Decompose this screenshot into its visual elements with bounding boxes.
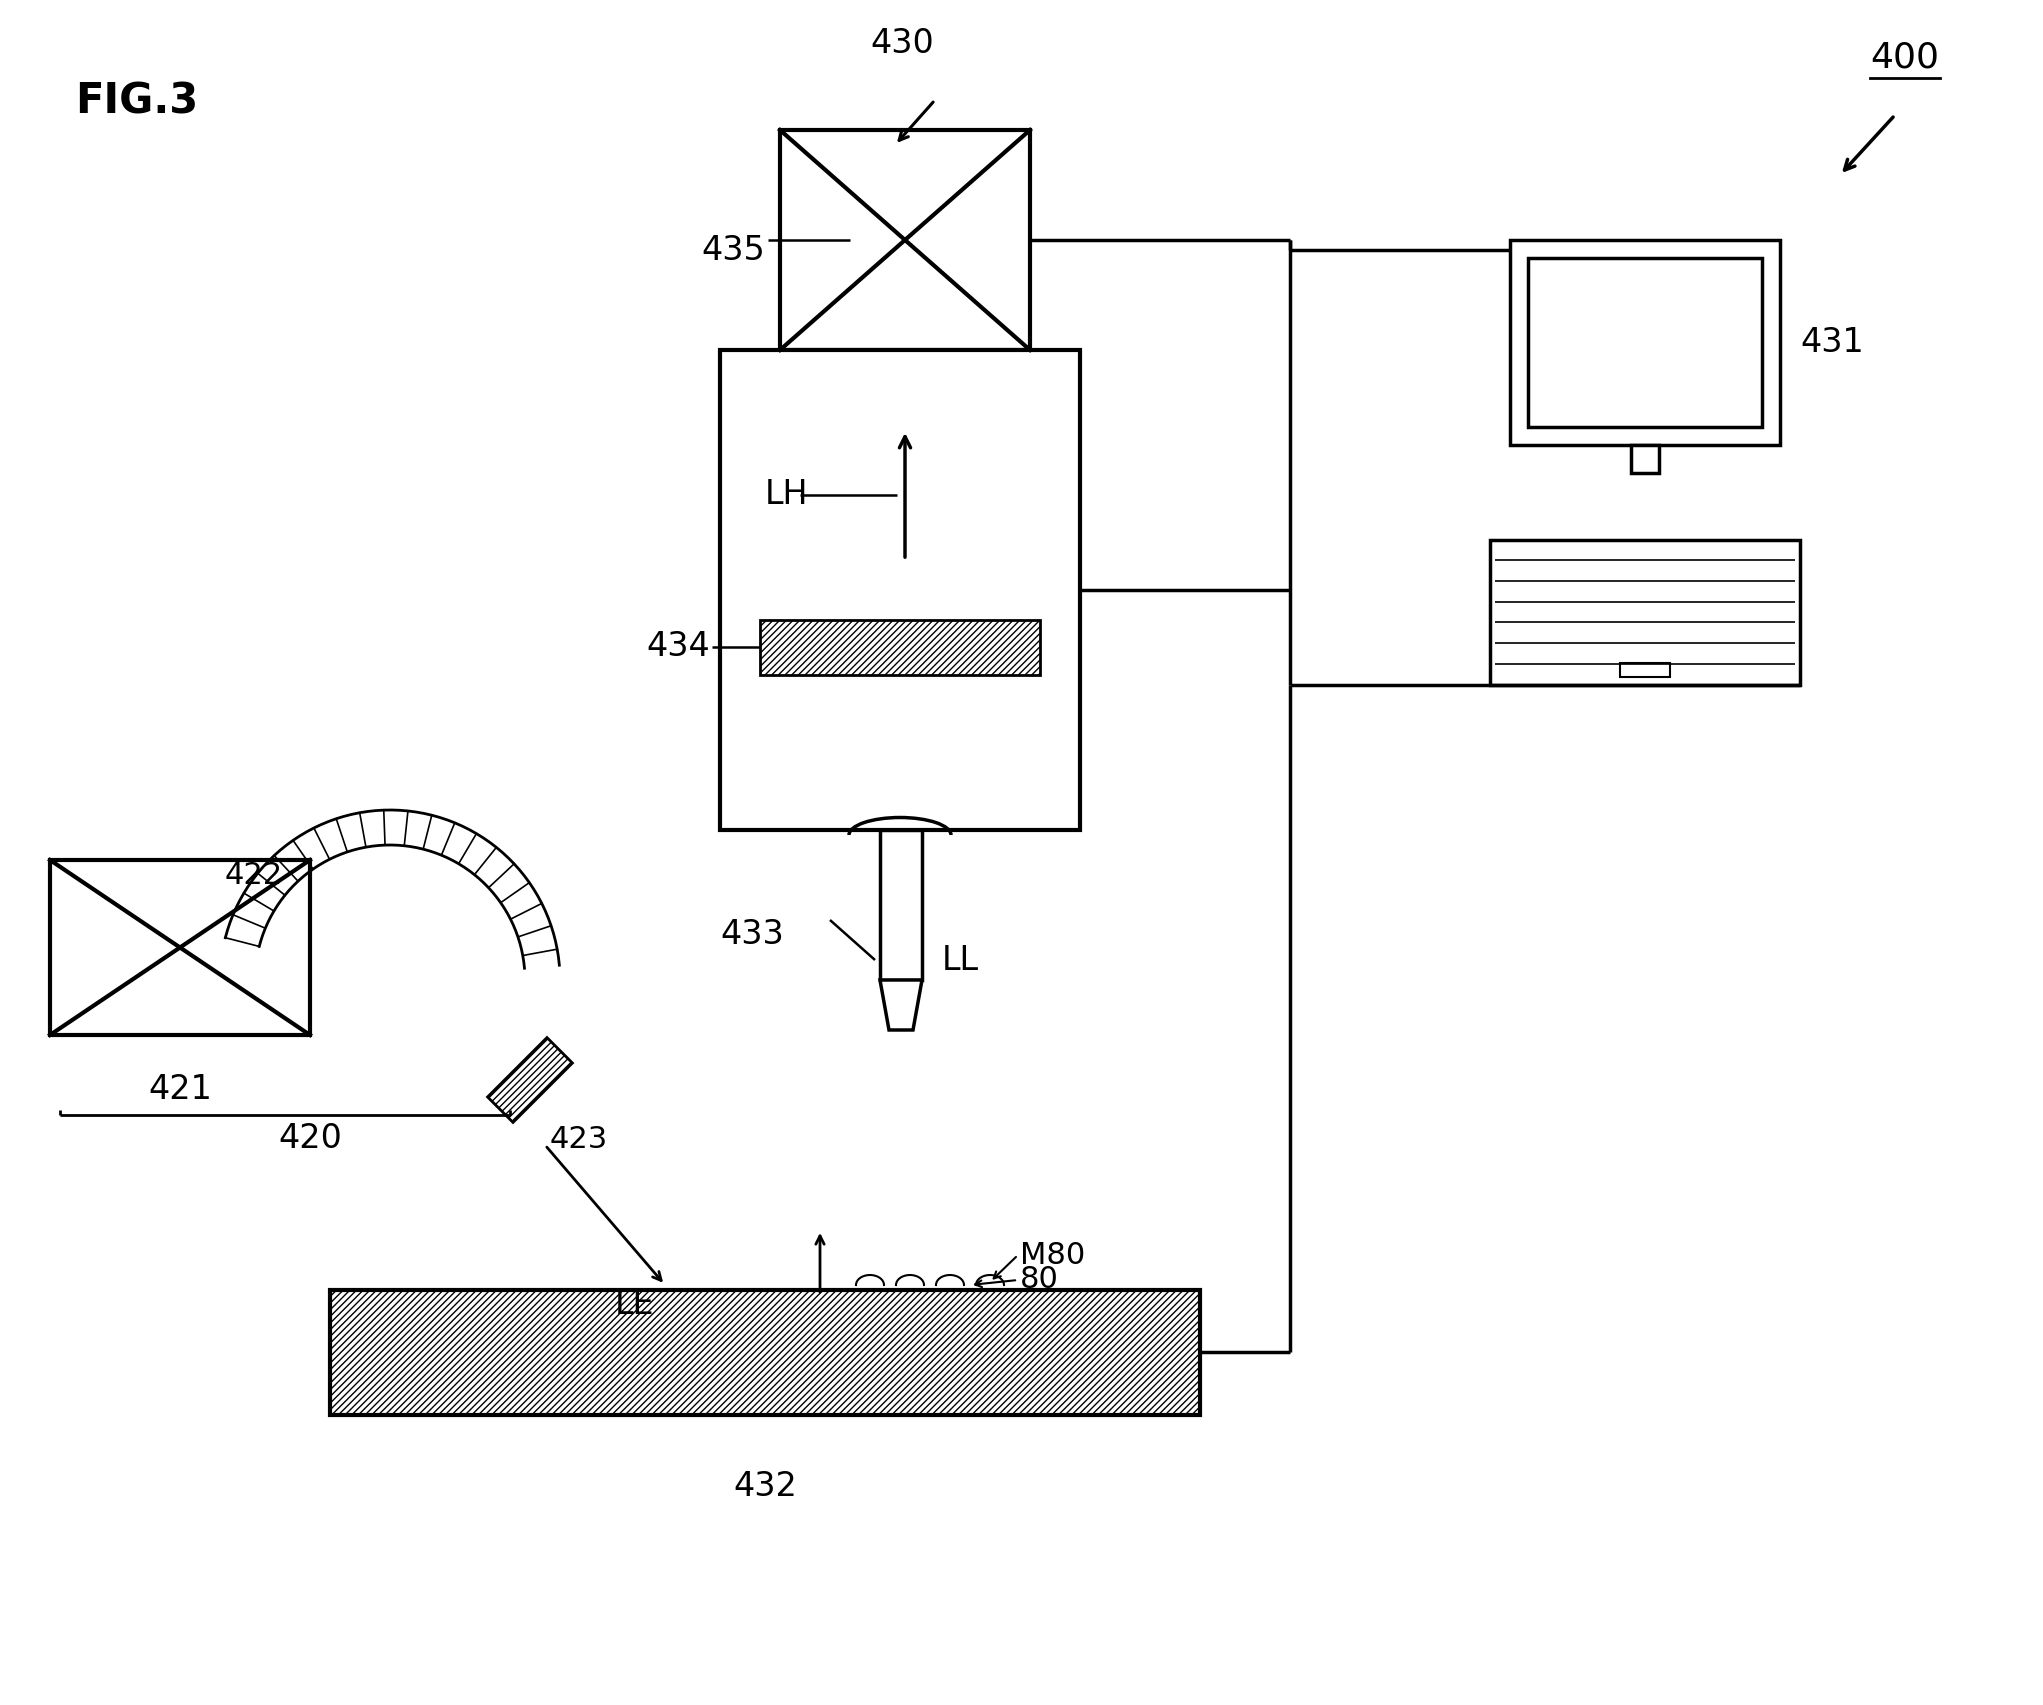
Text: M80: M80 bbox=[1019, 1241, 1085, 1270]
Bar bbox=[1630, 445, 1659, 472]
Bar bbox=[780, 130, 1030, 350]
Bar bbox=[1528, 257, 1761, 426]
Text: 420: 420 bbox=[278, 1122, 341, 1154]
Text: LL: LL bbox=[942, 943, 979, 977]
Text: 421: 421 bbox=[147, 1072, 212, 1107]
Text: FIG.3: FIG.3 bbox=[76, 80, 198, 123]
Polygon shape bbox=[488, 1038, 572, 1122]
Text: 423: 423 bbox=[550, 1125, 609, 1154]
Bar bbox=[331, 1291, 1199, 1415]
Text: 431: 431 bbox=[1800, 326, 1863, 358]
Bar bbox=[1489, 540, 1800, 685]
Text: 80: 80 bbox=[1019, 1265, 1058, 1294]
Text: 422: 422 bbox=[225, 861, 284, 890]
Text: 433: 433 bbox=[719, 919, 785, 951]
Bar bbox=[881, 830, 921, 980]
Bar bbox=[1620, 663, 1669, 677]
Bar bbox=[760, 621, 1040, 675]
Bar bbox=[49, 859, 311, 1035]
Bar bbox=[719, 350, 1081, 830]
Bar bbox=[1510, 240, 1779, 445]
Text: 430: 430 bbox=[870, 27, 934, 60]
Text: 432: 432 bbox=[733, 1470, 797, 1504]
Text: 434: 434 bbox=[646, 631, 711, 663]
Polygon shape bbox=[881, 980, 921, 1030]
Text: LH: LH bbox=[764, 479, 809, 512]
Text: 400: 400 bbox=[1869, 41, 1939, 75]
Text: 435: 435 bbox=[701, 234, 764, 266]
Text: LE: LE bbox=[615, 1289, 654, 1321]
